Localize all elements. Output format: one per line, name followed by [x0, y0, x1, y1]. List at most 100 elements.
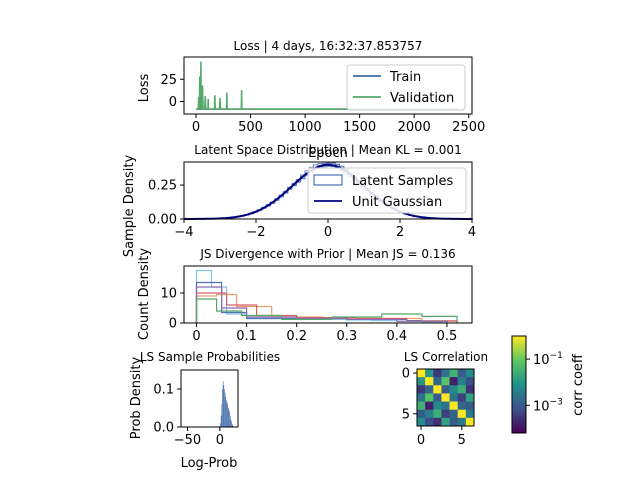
y-tick-label: 10 [160, 287, 177, 302]
lsprob-bar [229, 411, 230, 427]
corr-cell [425, 377, 434, 386]
y-tick-label: 0 [169, 317, 177, 332]
corr-cell [417, 401, 426, 411]
x-tick-label: 5 [458, 433, 466, 448]
js-histogram-0 [195, 269, 448, 323]
corr-cell [425, 393, 434, 402]
lsprob-ylabel: Prob Density [129, 356, 144, 439]
latent-plot-area [184, 162, 474, 220]
corr-heatmap [417, 369, 475, 427]
x-tick-label: −2 [246, 225, 265, 240]
corr-cell [449, 417, 459, 427]
lsprob-bar [231, 421, 232, 427]
corr-cell [425, 369, 434, 378]
corr-cell [417, 385, 426, 394]
x-tick-label: 0.2 [286, 329, 307, 344]
y-tick-label: 0 [169, 95, 177, 110]
loss-axes-frame [183, 56, 473, 115]
corr-cell [457, 409, 467, 419]
corr-colorbar: 10−1 10−3 corr coeff [511, 335, 586, 434]
latent-ylabel: Sample Density [122, 155, 137, 258]
y-tick-label: 25 [160, 73, 177, 88]
y-tick-label: 0.0 [153, 421, 174, 436]
latent-legend-box [307, 167, 467, 214]
lsprob-bar [220, 423, 221, 427]
corr-cell [457, 393, 467, 402]
lsprob-bar [226, 402, 228, 427]
corr-cell [433, 377, 442, 386]
lsprob-title: LS Sample Probabilities [140, 350, 280, 364]
corr-cell [433, 393, 442, 402]
x-tick-label: 1500 [343, 120, 376, 135]
latent-title: Latent Space Distribution | Mean KL = 0.… [194, 143, 461, 157]
corr-cell [425, 409, 434, 419]
corr-cell [417, 409, 426, 419]
corr-ticks: 0 505 [402, 367, 466, 448]
loss-panel: Loss | 4 days, 16:32:37.853757 0 500 1000 1… [137, 39, 485, 161]
legend-label-unit-gaussian: Unit Gaussian [352, 195, 442, 210]
colorbar-label: corr coeff [571, 353, 586, 416]
y-tick-label: 0.00 [148, 213, 177, 228]
corr-cell [465, 393, 475, 402]
x-tick-label: 500 [238, 120, 263, 135]
x-tick-label: 0.4 [387, 329, 408, 344]
corr-cell [465, 409, 475, 419]
corr-cell [441, 377, 450, 386]
y-tick-label: 0.1 [153, 383, 174, 398]
js-axes-frame [183, 265, 473, 324]
corr-cell [457, 401, 467, 411]
js-title: JS Divergence with Prior | Mean JS = 0.1… [199, 247, 455, 261]
lsprob-bar [228, 409, 230, 427]
corr-cell [465, 377, 475, 386]
lsprob-plot-area [220, 381, 234, 427]
js-ticks: 0 0.1 0.2 0.3 0.4 0.5 0 10 [160, 287, 457, 345]
corr-cell [425, 385, 434, 394]
legend-label-train: Train [389, 70, 421, 85]
y-tick-label: 5 [402, 407, 410, 422]
js-histogram-1 [195, 281, 458, 323]
corr-cell [441, 417, 450, 427]
corr-cell [449, 401, 459, 411]
latent-ticks: −4 −2 0 2 4 0.00 0.25 [148, 179, 476, 240]
corr-cell [417, 377, 426, 386]
corr-cell [449, 377, 459, 386]
corr-cell [433, 401, 442, 411]
lsprob-bar [232, 425, 234, 427]
corr-cell [433, 385, 442, 394]
lsprob-bar [222, 381, 224, 427]
corr-cell [449, 385, 459, 394]
legend-label-validation: Validation [390, 91, 454, 106]
corr-panel: LS Correlation 0 505 10−1 10−3 corr coeff [402, 335, 586, 448]
corr-cell [417, 417, 426, 427]
lsprob-bar [230, 419, 232, 427]
corr-cell [449, 409, 459, 419]
lsprob-bar [227, 408, 229, 427]
x-tick-label: 0 [417, 433, 425, 448]
corr-title: LS Correlation [404, 350, 488, 364]
loss-ylabel: Loss [137, 74, 152, 103]
legend-swatch-latent-samples [313, 174, 343, 186]
x-tick-label: 1000 [289, 120, 322, 135]
x-tick-label: 0.5 [437, 329, 458, 344]
corr-axes-frame [416, 368, 475, 427]
colorbar-tick-label: 10−1 [533, 351, 563, 368]
lsprob-bar [221, 404, 223, 427]
corr-cell [457, 377, 467, 386]
js-plot-area [195, 269, 458, 323]
lsprob-ticks: −50 0 0.0 0.1 [153, 383, 224, 449]
x-tick-label: 0 [192, 329, 200, 344]
lsprob-bar [231, 423, 233, 427]
latent-legend: Latent Samples Unit Gaussian [307, 167, 467, 214]
corr-cell [449, 393, 459, 402]
corr-cell [425, 401, 434, 411]
lsprob-axes-frame [180, 369, 239, 428]
latent-panel: Latent Space Distribution | Mean KL = 0.… [122, 143, 476, 257]
colorbar-tick-label: 10−3 [533, 397, 563, 414]
corr-cell [433, 409, 442, 419]
lsprob-bar [220, 415, 222, 427]
corr-cell [417, 369, 426, 378]
lsprob-bar [223, 385, 225, 427]
loss-legend: Train Validation [346, 64, 466, 111]
lsprob-bar [222, 389, 223, 427]
